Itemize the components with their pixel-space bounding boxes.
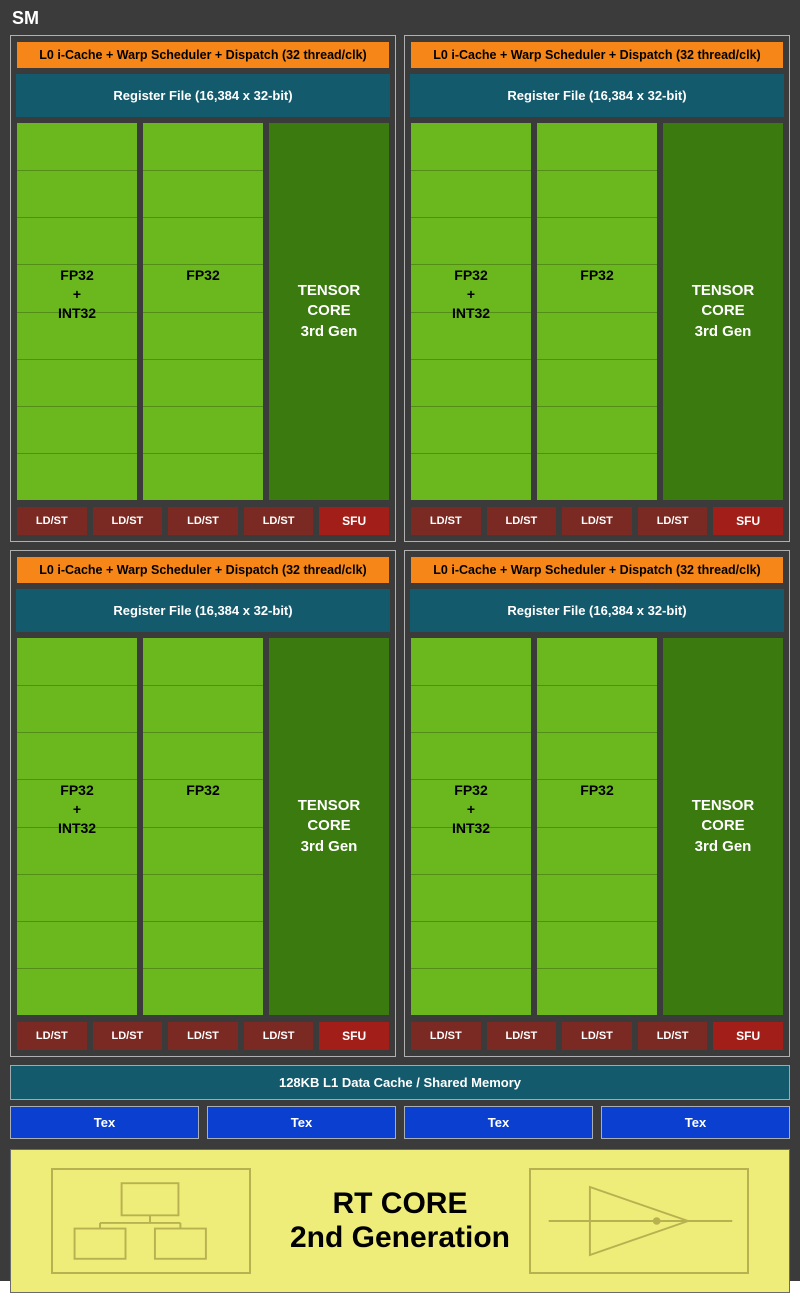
rt-core-left-decor <box>51 1168 251 1274</box>
ldst-unit: LD/ST <box>410 1021 482 1051</box>
core-row: FP32+INT32 FP32 TENSORCORE3rd Gen <box>16 637 390 1016</box>
fp32-int32-block-label: FP32+INT32 <box>411 266 531 323</box>
sfu-unit: SFU <box>712 506 784 536</box>
scheduler-bar: L0 i-Cache + Warp Scheduler + Dispatch (… <box>410 556 784 584</box>
sfu-unit: SFU <box>712 1021 784 1051</box>
ldst-unit: LD/ST <box>16 1021 88 1051</box>
ldst-sfu-row: LD/STLD/STLD/STLD/STSFU <box>16 506 390 536</box>
sm-partition: L0 i-Cache + Warp Scheduler + Dispatch (… <box>10 550 396 1057</box>
tex-unit: Tex <box>207 1106 396 1139</box>
core-row: FP32+INT32 FP32 TENSORCORE3rd Gen <box>16 122 390 501</box>
l1-cache-bar: 128KB L1 Data Cache / Shared Memory <box>10 1065 790 1100</box>
register-file-bar: Register File (16,384 x 32-bit) <box>16 74 390 117</box>
tensor-core-block: TENSORCORE3rd Gen <box>662 637 784 1016</box>
register-file-bar: Register File (16,384 x 32-bit) <box>16 589 390 632</box>
rt-core-right-decor <box>529 1168 749 1274</box>
fp32-int32-block: FP32+INT32 <box>410 122 532 501</box>
tensor-core-block: TENSORCORE3rd Gen <box>268 637 390 1016</box>
ldst-sfu-row: LD/STLD/STLD/STLD/STSFU <box>16 1021 390 1051</box>
scheduler-bar: L0 i-Cache + Warp Scheduler + Dispatch (… <box>16 41 390 69</box>
fp32-block-label: FP32 <box>537 781 657 800</box>
ldst-unit: LD/ST <box>92 1021 164 1051</box>
ldst-unit: LD/ST <box>561 506 633 536</box>
ldst-unit: LD/ST <box>92 506 164 536</box>
sfu-unit: SFU <box>318 1021 390 1051</box>
tex-unit: Tex <box>404 1106 593 1139</box>
tensor-core-block: TENSORCORE3rd Gen <box>662 122 784 501</box>
rt-core-label: RT CORE2nd Generation <box>290 1187 510 1256</box>
fp32-block-label: FP32 <box>537 266 657 285</box>
ldst-unit: LD/ST <box>486 506 558 536</box>
fp32-int32-block-label: FP32+INT32 <box>411 781 531 838</box>
ldst-unit: LD/ST <box>410 506 482 536</box>
sm-partition: L0 i-Cache + Warp Scheduler + Dispatch (… <box>404 550 790 1057</box>
ldst-unit: LD/ST <box>167 1021 239 1051</box>
sm-title: SM <box>10 6 790 35</box>
tensor-core-label: TENSORCORE3rd Gen <box>692 796 755 857</box>
ldst-unit: LD/ST <box>243 506 315 536</box>
fp32-int32-block: FP32+INT32 <box>410 637 532 1016</box>
core-row: FP32+INT32 FP32 TENSORCORE3rd Gen <box>410 122 784 501</box>
ldst-unit: LD/ST <box>637 506 709 536</box>
fp32-block: FP32 <box>536 637 658 1016</box>
ldst-unit: LD/ST <box>167 506 239 536</box>
ldst-sfu-row: LD/STLD/STLD/STLD/STSFU <box>410 506 784 536</box>
register-file-bar: Register File (16,384 x 32-bit) <box>410 589 784 632</box>
sfu-unit: SFU <box>318 506 390 536</box>
fp32-int32-block-label: FP32+INT32 <box>17 781 137 838</box>
scheduler-bar: L0 i-Cache + Warp Scheduler + Dispatch (… <box>410 41 784 69</box>
ldst-unit: LD/ST <box>486 1021 558 1051</box>
ldst-unit: LD/ST <box>561 1021 633 1051</box>
scheduler-bar: L0 i-Cache + Warp Scheduler + Dispatch (… <box>16 556 390 584</box>
ldst-unit: LD/ST <box>243 1021 315 1051</box>
tensor-core-block: TENSORCORE3rd Gen <box>268 122 390 501</box>
tex-unit: Tex <box>10 1106 199 1139</box>
fp32-int32-block: FP32+INT32 <box>16 637 138 1016</box>
tensor-core-label: TENSORCORE3rd Gen <box>298 796 361 857</box>
tensor-core-label: TENSORCORE3rd Gen <box>298 281 361 342</box>
core-row: FP32+INT32 FP32 TENSORCORE3rd Gen <box>410 637 784 1016</box>
fp32-int32-block-label: FP32+INT32 <box>17 266 137 323</box>
fp32-block: FP32 <box>142 122 264 501</box>
ldst-sfu-row: LD/STLD/STLD/STLD/STSFU <box>410 1021 784 1051</box>
partition-grid: L0 i-Cache + Warp Scheduler + Dispatch (… <box>10 35 790 1057</box>
ldst-unit: LD/ST <box>637 1021 709 1051</box>
fp32-block: FP32 <box>536 122 658 501</box>
sm-partition: L0 i-Cache + Warp Scheduler + Dispatch (… <box>404 35 790 542</box>
fp32-block-label: FP32 <box>143 781 263 800</box>
fp32-block: FP32 <box>142 637 264 1016</box>
rt-core-block: RT CORE2nd Generation <box>10 1149 790 1293</box>
fp32-int32-block: FP32+INT32 <box>16 122 138 501</box>
fp32-block-label: FP32 <box>143 266 263 285</box>
tensor-core-label: TENSORCORE3rd Gen <box>692 281 755 342</box>
tex-unit: Tex <box>601 1106 790 1139</box>
tex-row: TexTexTexTex <box>10 1106 790 1139</box>
sm-partition: L0 i-Cache + Warp Scheduler + Dispatch (… <box>10 35 396 542</box>
register-file-bar: Register File (16,384 x 32-bit) <box>410 74 784 117</box>
sm-block: SM L0 i-Cache + Warp Scheduler + Dispatc… <box>0 0 800 1281</box>
ldst-unit: LD/ST <box>16 506 88 536</box>
